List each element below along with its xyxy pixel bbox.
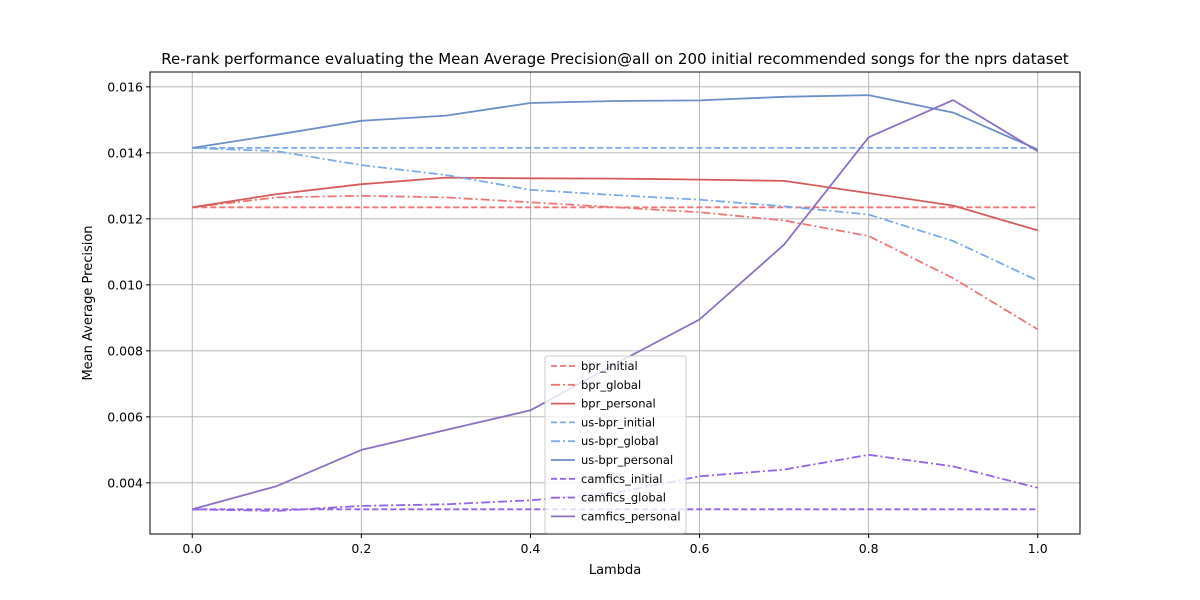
legend-label-us-bpr_global: us-bpr_global — [581, 434, 659, 448]
legend-label-camfics_initial: camfics_initial — [581, 472, 663, 486]
y-tick-label: 0.006 — [107, 409, 143, 424]
legend-label-bpr_initial: bpr_initial — [581, 359, 638, 373]
y-axis-label: Mean Average Precision — [81, 225, 96, 380]
x-tick-label: 0.8 — [859, 541, 879, 556]
y-tick-label: 0.016 — [107, 79, 143, 94]
x-tick-label: 0.0 — [182, 541, 202, 556]
grid — [150, 72, 1080, 534]
y-tick-label: 0.010 — [107, 277, 143, 292]
x-tick-label: 0.4 — [521, 541, 541, 556]
y-tick-label: 0.004 — [107, 475, 143, 490]
series-line-camfics_global — [192, 453, 1038, 512]
y-tick-label: 0.008 — [107, 343, 143, 358]
legend-label-camfics_personal: camfics_personal — [581, 509, 681, 523]
x-tick-label: 0.2 — [351, 541, 371, 556]
legend-label-bpr_global: bpr_global — [581, 378, 641, 392]
plot-frame — [149, 71, 1081, 535]
legend-label-us-bpr_initial: us-bpr_initial — [581, 415, 655, 429]
x-tick-label: 1.0 — [1028, 541, 1048, 556]
x-axis-label: Lambda — [589, 563, 641, 578]
series-line-bpr_personal — [192, 176, 1038, 232]
series-line-us-bpr_personal — [192, 94, 1039, 151]
legend: bpr_initial bpr_global bpr_personal us-bpr_… — [544, 355, 687, 534]
legend-label-us-bpr_personal: us-bpr_personal — [581, 453, 673, 467]
axis-ticks: 0.0 0.2 0.4 0.6 0.8 1.0 0.004 0.006 0.008 0.010 0.… — [107, 79, 1048, 556]
legend-label-camfics_global: camfics_global — [581, 491, 666, 505]
series-line-us-bpr_global — [192, 147, 1039, 282]
series-line-bpr_global — [192, 194, 1039, 331]
x-tick-label: 0.6 — [690, 541, 710, 556]
chart-title: Re-rank performance evaluating the Mean … — [161, 50, 1069, 68]
y-tick-label: 0.012 — [107, 211, 143, 226]
legend-label-bpr_personal: bpr_personal — [581, 397, 656, 411]
series-lines — [192, 94, 1039, 512]
y-tick-label: 0.014 — [107, 145, 143, 160]
legend-box — [544, 355, 687, 534]
